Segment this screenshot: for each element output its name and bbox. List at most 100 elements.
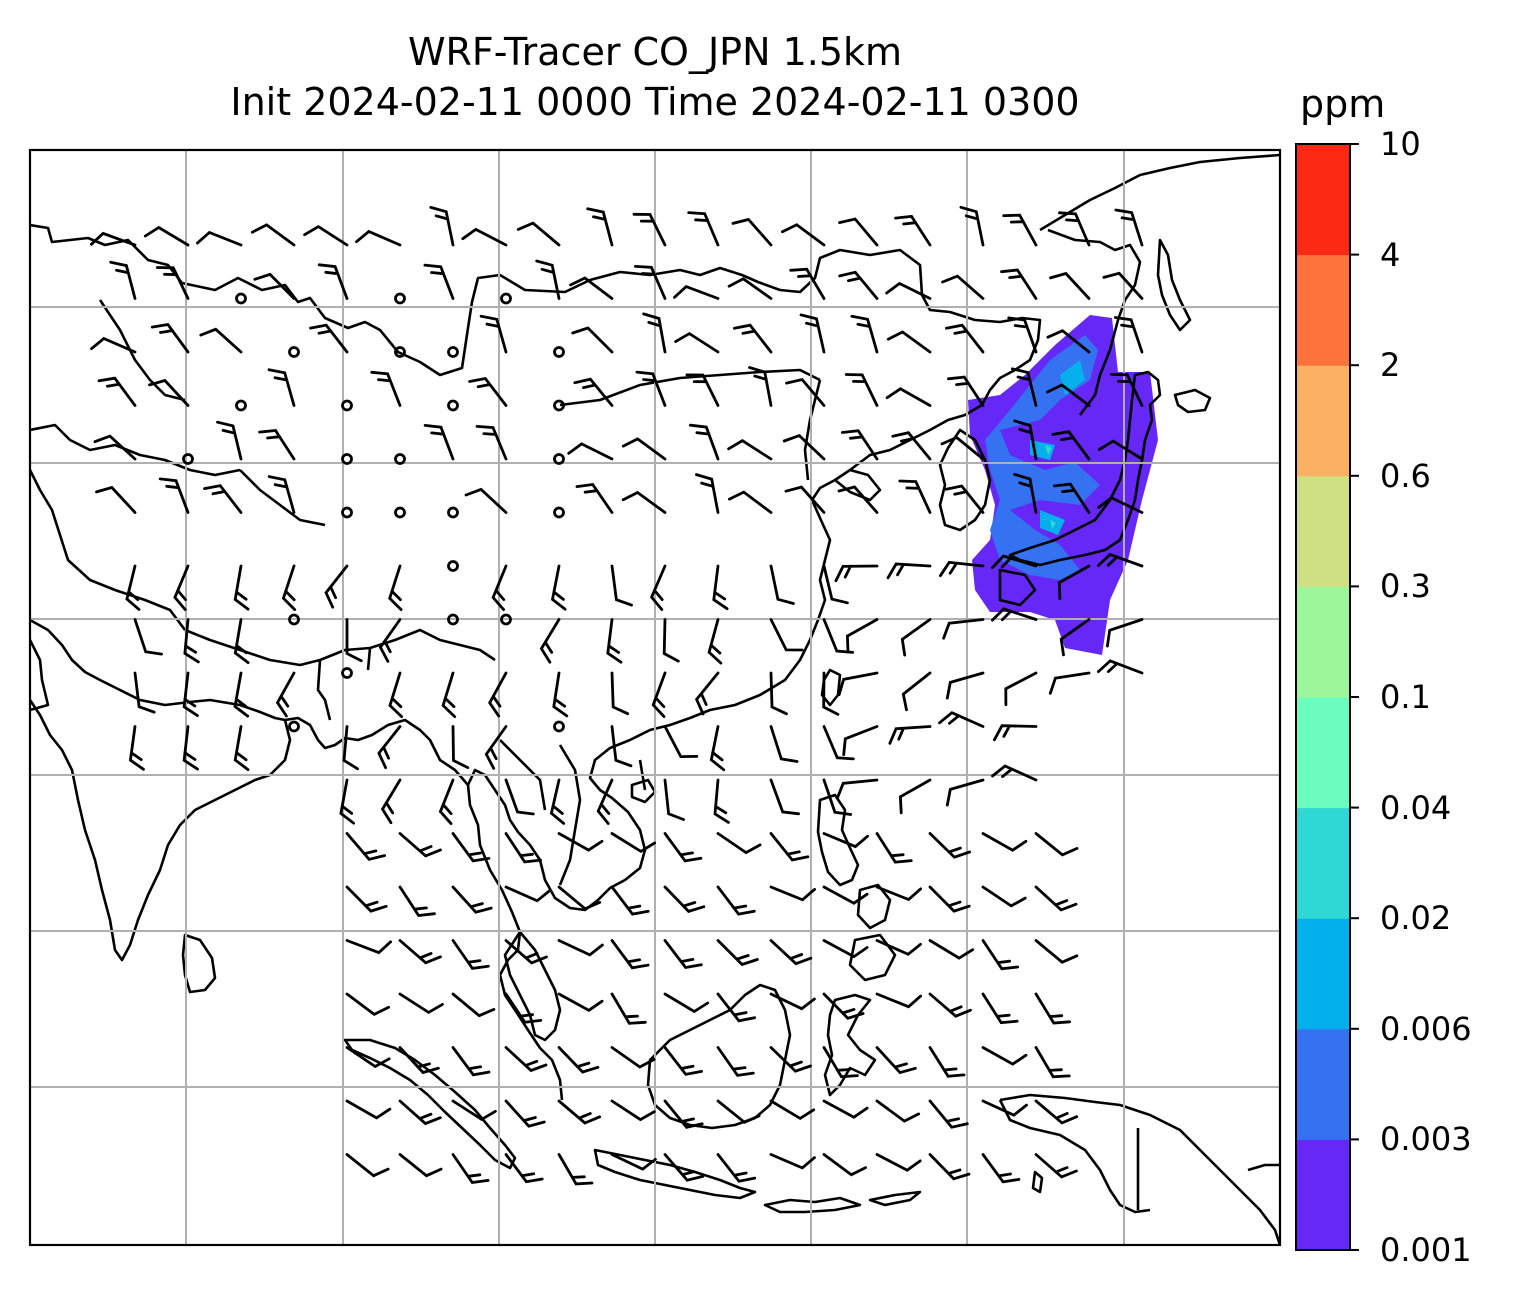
calm-wind-circle xyxy=(341,667,353,679)
wind-barb xyxy=(552,671,569,718)
wind-barb xyxy=(769,778,800,816)
wind-barb xyxy=(822,885,869,905)
calm-wind-circle xyxy=(447,346,459,358)
wind-barb xyxy=(959,205,985,247)
wind-barb xyxy=(621,490,667,514)
wind-barb xyxy=(196,230,243,247)
wind-barb xyxy=(398,1153,443,1178)
wind-barb xyxy=(610,885,650,916)
wind-barb xyxy=(535,259,561,300)
colorbar-segment xyxy=(1296,1139,1350,1251)
wind-barb xyxy=(687,211,720,247)
wind-barb xyxy=(769,1046,812,1073)
wind-barb xyxy=(345,1099,392,1120)
calm-wind-circle xyxy=(341,453,353,465)
wind-barb xyxy=(1034,992,1072,1025)
wind-barb xyxy=(662,618,680,663)
calm-wind-circle xyxy=(447,399,459,412)
wind-barb xyxy=(539,618,561,664)
wind-barb xyxy=(1048,671,1091,695)
wind-barb xyxy=(728,490,773,514)
wind-barb xyxy=(875,1099,921,1123)
wind-barb xyxy=(451,1046,491,1077)
wind-barb xyxy=(324,564,349,609)
wind-barb xyxy=(844,373,879,407)
wind-barb xyxy=(707,618,723,665)
calm-wind-circle xyxy=(394,292,406,305)
wind-barb xyxy=(451,939,490,970)
wind-barb xyxy=(842,725,879,757)
wind-barb xyxy=(928,1099,969,1129)
wind-barb xyxy=(133,671,156,714)
wind-barb xyxy=(716,832,762,855)
calm-wind-circle xyxy=(447,506,459,519)
wind-barb xyxy=(875,832,913,864)
wind-barb xyxy=(891,431,932,461)
wind-barb xyxy=(317,263,349,300)
wind-barb xyxy=(133,618,163,656)
wind-barb xyxy=(694,671,720,716)
wind-barb xyxy=(610,725,633,768)
wind-barb xyxy=(504,1046,548,1073)
wind-barb xyxy=(784,485,826,514)
colorbar-tick-label: 10 xyxy=(1380,125,1421,163)
wind-barb xyxy=(1046,329,1091,354)
wind-barb xyxy=(90,231,137,247)
wind-barbs xyxy=(90,205,1144,1186)
wind-barb xyxy=(155,266,190,300)
wind-barb xyxy=(898,778,932,815)
wind-barb xyxy=(822,1099,869,1119)
wind-barb xyxy=(1013,473,1038,514)
wind-barb xyxy=(380,778,402,825)
wind-barb xyxy=(991,764,1038,782)
wind-barb xyxy=(378,618,402,663)
wind-barb xyxy=(894,214,932,247)
wind-barb xyxy=(610,564,633,607)
wind-barb xyxy=(928,992,972,1018)
plume-core xyxy=(985,335,1100,580)
wind-barb xyxy=(945,778,985,807)
wind-barb xyxy=(649,564,667,611)
wind-barb xyxy=(281,564,297,611)
wind-barb xyxy=(1034,1099,1079,1125)
wind-barb xyxy=(822,564,849,605)
wind-barb xyxy=(1034,1046,1071,1079)
wind-barb xyxy=(875,939,922,956)
calm-wind-circle xyxy=(553,399,565,412)
calm-wind-circle xyxy=(288,720,300,733)
colorbar-tick-label: 2 xyxy=(1380,346,1401,385)
colorbar-segment xyxy=(1296,144,1350,256)
wind-barb xyxy=(451,885,493,914)
wind-barb xyxy=(769,671,788,716)
wind-barb xyxy=(1034,1153,1078,1179)
wind-barb xyxy=(557,1099,602,1125)
wind-barb xyxy=(1010,367,1038,407)
wind-barb xyxy=(991,607,1038,622)
wind-barb xyxy=(355,229,402,247)
wind-barb xyxy=(451,992,496,1018)
wind-barb xyxy=(461,227,508,247)
wind-barb xyxy=(1034,885,1078,912)
wind-barb xyxy=(901,671,932,712)
wind-barb xyxy=(875,1046,917,1075)
wind-barb xyxy=(733,323,773,354)
colorbar-segment xyxy=(1296,254,1350,366)
wind-barb xyxy=(182,725,199,771)
wind-barb xyxy=(875,992,922,1009)
wind-barb xyxy=(173,564,190,611)
wind-barb xyxy=(748,366,773,407)
wind-barb xyxy=(663,885,706,913)
wind-barb xyxy=(695,473,720,514)
wind-barb xyxy=(233,725,250,771)
wind-barb xyxy=(947,375,985,407)
calm-wind-circle xyxy=(553,453,565,465)
wind-barb xyxy=(388,671,403,718)
colorbar-tick-label: 0.02 xyxy=(1380,899,1452,938)
wind-barb xyxy=(610,832,656,854)
wind-barb xyxy=(549,778,566,825)
wind-barb xyxy=(981,1153,1021,1184)
colorbar-segment xyxy=(1296,586,1350,698)
wind-barb xyxy=(398,992,444,1015)
colorbar-tick-label: 0.6 xyxy=(1380,456,1431,495)
wind-barb xyxy=(885,387,932,407)
